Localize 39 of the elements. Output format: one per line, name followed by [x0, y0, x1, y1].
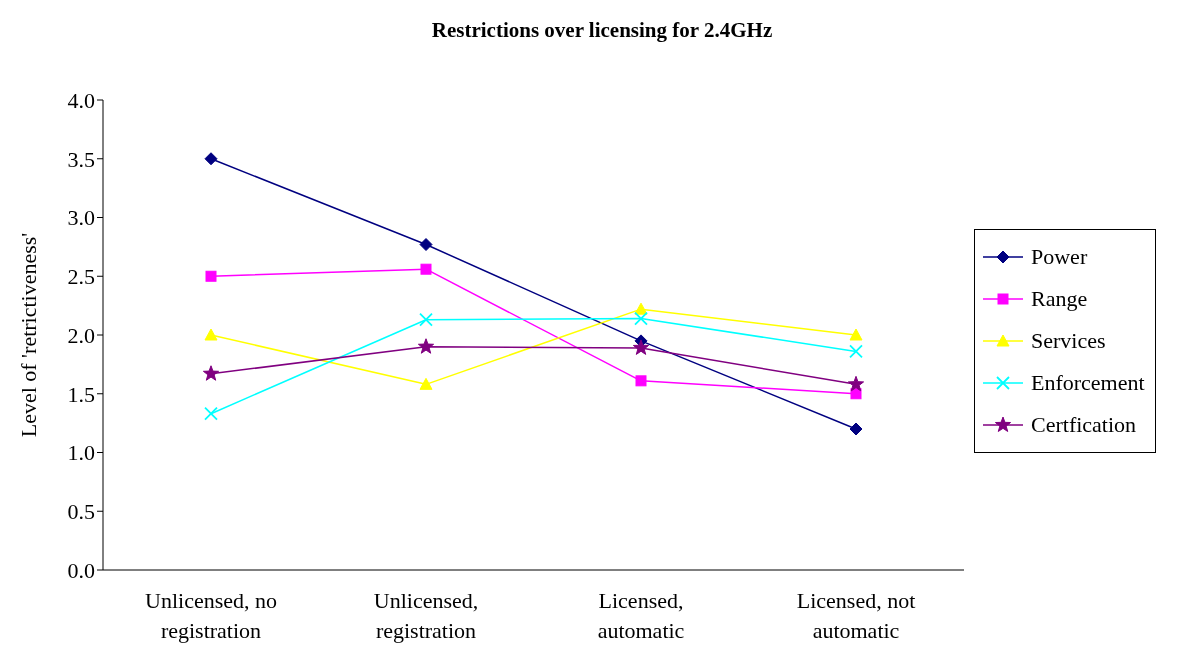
y-tick-label: 1.5 — [67, 381, 95, 407]
y-tick-label: 0.5 — [67, 499, 95, 525]
point — [634, 302, 648, 315]
y-tick-label: 0.0 — [67, 557, 95, 583]
y-tick-label: 2.0 — [67, 322, 95, 348]
point — [850, 388, 862, 400]
y-tick-label: 1.0 — [67, 440, 95, 466]
legend-label: Power — [1031, 244, 1088, 270]
y-axis-title: Level of 'retrictiveness' — [15, 232, 41, 438]
point — [849, 328, 863, 341]
point — [204, 406, 218, 421]
point — [847, 375, 865, 392]
point — [634, 311, 648, 326]
point — [205, 270, 217, 282]
legend-label: Services — [1031, 328, 1106, 354]
y-tick-label: 4.0 — [67, 87, 95, 113]
x-tick-label: Licensed, automatic — [597, 588, 685, 643]
point — [849, 344, 863, 359]
point — [204, 152, 218, 166]
point — [419, 377, 433, 390]
y-tick-label: 3.0 — [67, 205, 95, 231]
point — [417, 338, 435, 354]
x-tick-label: Unlicensed, no registration — [145, 588, 277, 643]
chart-title: Restrictions over licensing for 2.4GHz — [430, 18, 774, 43]
y-tick-label: 2.5 — [67, 264, 95, 290]
point — [204, 328, 218, 341]
point — [849, 422, 863, 436]
y-tick-label: 3.5 — [67, 146, 95, 172]
point — [419, 312, 433, 327]
x-tick-label: Unlicensed, registration — [373, 588, 479, 643]
point — [419, 238, 433, 252]
x-tick-label: Licensed, not automatic — [796, 588, 916, 643]
legend-label: Enforcement — [1031, 370, 1145, 396]
point — [635, 375, 647, 387]
legend-label: Certfication — [1031, 412, 1137, 438]
point — [632, 339, 650, 355]
point — [202, 365, 220, 381]
legend-label: Range — [1031, 286, 1088, 312]
point — [420, 263, 432, 275]
